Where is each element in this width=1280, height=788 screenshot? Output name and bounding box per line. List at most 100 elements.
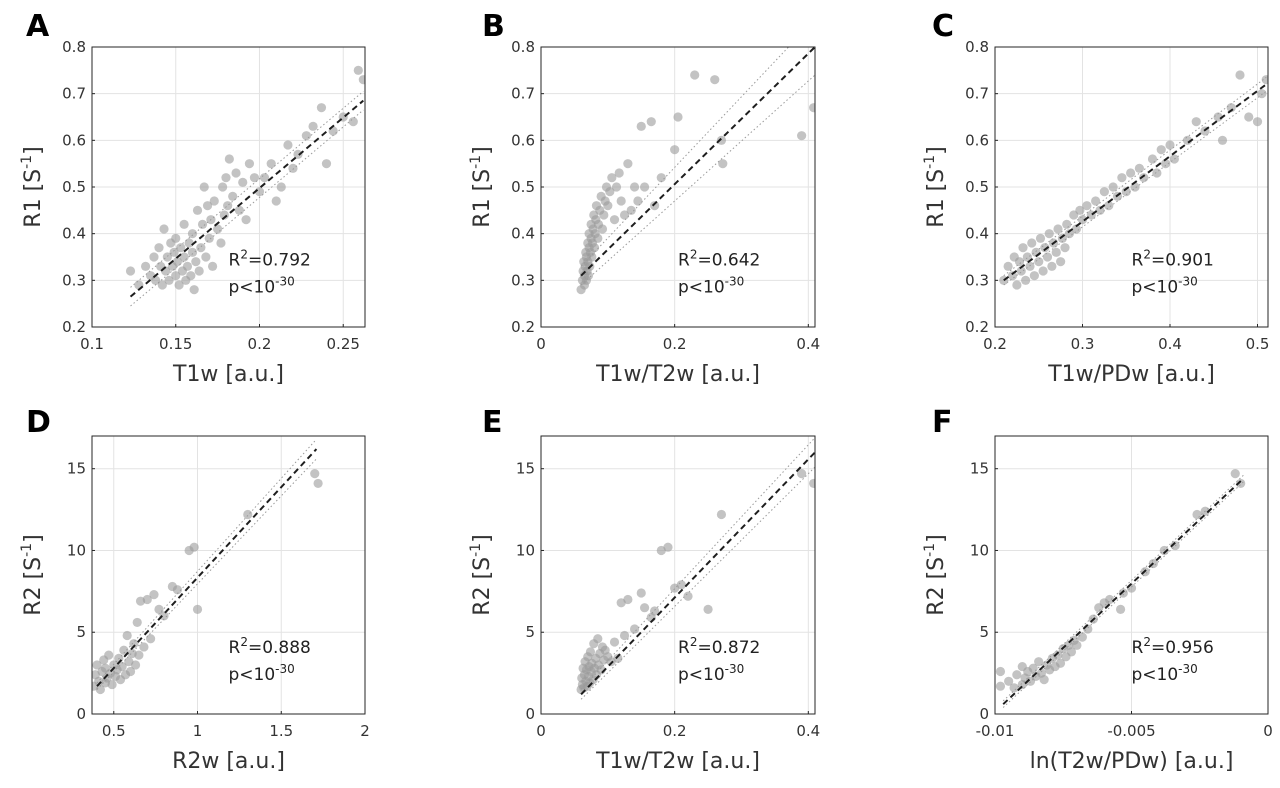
scatter-point bbox=[129, 639, 139, 649]
scatter-point bbox=[1235, 70, 1245, 80]
scatter-point bbox=[130, 660, 141, 670]
scatter-point bbox=[224, 154, 234, 164]
scatter-point bbox=[1118, 588, 1128, 598]
scatter-point bbox=[231, 168, 241, 178]
stat-p-exponent: -30 bbox=[725, 662, 745, 676]
scatter-point bbox=[629, 624, 640, 634]
scatter-point bbox=[623, 594, 633, 605]
y-axis-label-close: ] bbox=[470, 534, 495, 543]
ci-lower-line bbox=[130, 109, 364, 307]
fit-line bbox=[580, 451, 815, 696]
scatter-point bbox=[187, 247, 198, 257]
stat-r2: R2=0.956 bbox=[1132, 635, 1214, 658]
scatter-point bbox=[154, 243, 164, 253]
scatter-point bbox=[636, 588, 646, 598]
scatter-point bbox=[169, 247, 179, 257]
stat-r2-exponent: 2 bbox=[1143, 247, 1151, 261]
scatter-point bbox=[194, 266, 204, 276]
stat-r2-prefix: R bbox=[229, 638, 241, 658]
scatter-point bbox=[157, 280, 167, 290]
scatter-point bbox=[176, 243, 186, 253]
scatter-point bbox=[605, 187, 615, 197]
stat-p-exponent: -30 bbox=[1178, 662, 1198, 676]
scatter-point bbox=[1014, 257, 1025, 267]
y-tick-label: 10 bbox=[516, 541, 535, 559]
scatter-point bbox=[1047, 261, 1057, 271]
scatter-point bbox=[358, 75, 365, 85]
scatter-point bbox=[703, 604, 713, 614]
y-tick-label: 0.8 bbox=[965, 38, 989, 56]
scatter-point bbox=[1022, 252, 1032, 262]
y-axis-label-close: ] bbox=[924, 146, 949, 155]
scatter-point bbox=[244, 159, 255, 169]
ci-lower-line bbox=[1002, 481, 1244, 708]
scatter-point bbox=[1072, 640, 1082, 650]
y-axis-label: R1 [S-1] bbox=[922, 146, 949, 227]
scatter-point bbox=[132, 617, 142, 628]
ci-upper-line bbox=[1002, 474, 1244, 702]
panel-letter: A bbox=[26, 9, 50, 44]
scatter-point bbox=[629, 182, 640, 192]
scatter-point bbox=[1077, 632, 1087, 642]
scatter-point bbox=[1099, 187, 1109, 197]
scatter-point bbox=[1027, 238, 1037, 248]
stat-r2-exponent: 2 bbox=[690, 247, 698, 261]
scatter-point bbox=[716, 509, 727, 520]
scatter-point bbox=[1236, 478, 1246, 489]
stat-p-prefix: p<10 bbox=[1132, 665, 1179, 685]
y-tick-label: 0.7 bbox=[965, 85, 989, 103]
scatter-point bbox=[797, 469, 807, 479]
scatter-point bbox=[593, 634, 603, 644]
scatter-point bbox=[179, 252, 189, 262]
scatter-point bbox=[1003, 261, 1013, 271]
fit-line bbox=[1003, 83, 1267, 282]
scatter-point bbox=[1064, 229, 1074, 239]
scatter-point bbox=[134, 650, 144, 660]
scatter-point bbox=[259, 173, 270, 183]
y-tick-label: 0.3 bbox=[62, 271, 86, 289]
scatter-point bbox=[122, 630, 132, 641]
x-axis-label: T1w/PDw [a.u.] bbox=[1047, 362, 1215, 387]
y-axis-label-exponent: -1 bbox=[468, 543, 484, 557]
scatter-point bbox=[673, 112, 683, 122]
scatter-point bbox=[1108, 182, 1118, 192]
scatter-point bbox=[1018, 243, 1028, 253]
x-tick-label: -0.005 bbox=[1107, 722, 1155, 740]
stat-r2-value: =0.901 bbox=[1151, 250, 1214, 270]
x-tick-label: 0.2 bbox=[983, 335, 1007, 353]
plot-content bbox=[92, 438, 323, 695]
scatter-point bbox=[218, 182, 228, 192]
scatter-point bbox=[348, 117, 358, 127]
scatter-point bbox=[1034, 657, 1044, 667]
y-tick-label: 0.8 bbox=[511, 38, 535, 56]
scatter-point bbox=[1044, 229, 1054, 239]
scatter-point bbox=[616, 196, 626, 206]
y-tick-label: 10 bbox=[67, 541, 86, 559]
scatter-point bbox=[243, 509, 253, 520]
stat-r2-exponent: 2 bbox=[240, 247, 248, 261]
scatter-point bbox=[603, 201, 613, 211]
scatter-point bbox=[1016, 266, 1026, 276]
scatter-point bbox=[656, 173, 666, 183]
y-tick-label: 10 bbox=[970, 541, 989, 559]
y-axis-label-base: R2 [S bbox=[21, 557, 46, 616]
scatter-point bbox=[234, 205, 244, 215]
scatter-point bbox=[1191, 117, 1201, 127]
scatter-point bbox=[1053, 650, 1063, 660]
scatter-point bbox=[353, 65, 363, 75]
stat-r2: R2=0.901 bbox=[1132, 247, 1214, 270]
y-tick-label: 15 bbox=[516, 460, 535, 478]
scatter-point bbox=[1257, 89, 1267, 99]
scatter-point bbox=[710, 75, 720, 85]
ci-lower-line bbox=[580, 74, 815, 286]
x-tick-label: -0.01 bbox=[976, 722, 1015, 740]
plot-content bbox=[995, 469, 1246, 708]
scatter-point bbox=[1051, 247, 1061, 257]
scatter-point bbox=[650, 201, 660, 211]
scatter-point bbox=[1117, 173, 1127, 183]
stat-r2-prefix: R bbox=[1132, 250, 1144, 270]
y-tick-label: 0.5 bbox=[511, 178, 535, 196]
scatter-point bbox=[593, 233, 603, 243]
y-axis-label-base: R1 [S bbox=[21, 169, 46, 228]
